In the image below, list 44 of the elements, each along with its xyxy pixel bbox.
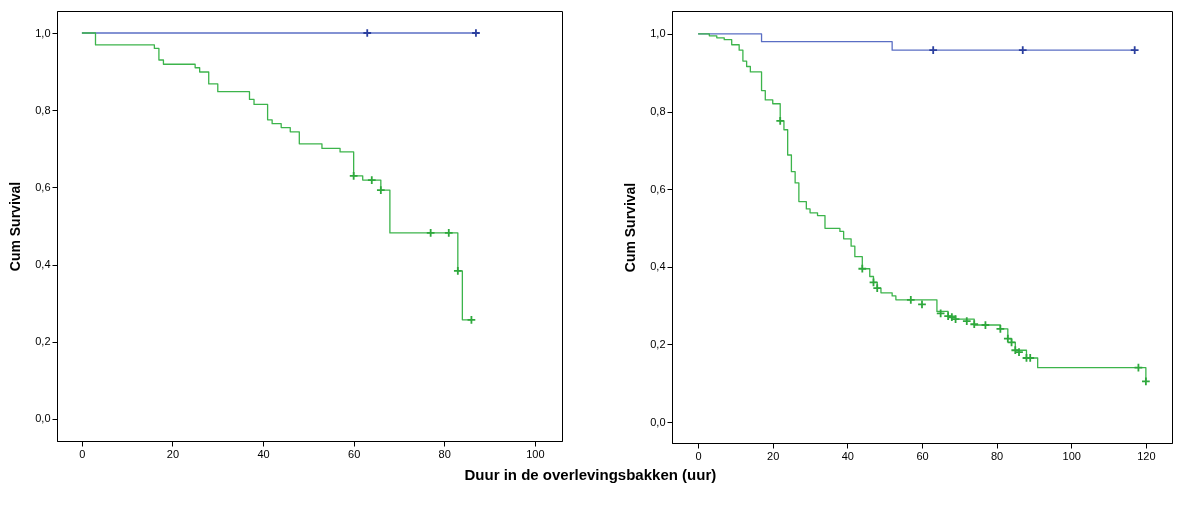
point bbox=[362, 28, 373, 38]
y-tick-label: 0,4 bbox=[650, 260, 666, 273]
y-tick-label: 0,8 bbox=[35, 103, 51, 116]
y-tick-label: 1,0 bbox=[35, 26, 51, 39]
x-tick-label: 20 bbox=[767, 449, 780, 462]
x-tick-label: 60 bbox=[916, 449, 929, 462]
point bbox=[376, 185, 386, 195]
point bbox=[928, 45, 938, 55]
y-axis-title: Cum Survival bbox=[622, 182, 639, 273]
x-tick-label: 0 bbox=[695, 449, 702, 462]
x-tick-label: 100 bbox=[1062, 449, 1081, 462]
x-tick-label: 100 bbox=[526, 447, 545, 460]
point bbox=[348, 171, 359, 181]
point bbox=[444, 228, 454, 238]
x-tick-label: 80 bbox=[991, 449, 1004, 462]
x-tick-label: 0 bbox=[79, 447, 86, 460]
x-tick-label: 80 bbox=[438, 447, 451, 460]
y-tick-label: 0,0 bbox=[650, 415, 666, 428]
point bbox=[857, 263, 868, 274]
y-tick-label: 1,0 bbox=[650, 27, 666, 40]
point bbox=[425, 228, 436, 238]
x-tick-label: 120 bbox=[1137, 449, 1156, 462]
point bbox=[453, 266, 463, 276]
x-tick-label: 20 bbox=[166, 447, 180, 460]
y-tick-label: 0,0 bbox=[35, 412, 51, 425]
y-tick-label: 0,2 bbox=[650, 337, 666, 350]
point bbox=[1129, 45, 1140, 55]
point bbox=[367, 175, 377, 185]
y-tick-label: 0,6 bbox=[35, 180, 51, 193]
point bbox=[471, 28, 481, 38]
x-tick-label: 40 bbox=[841, 449, 854, 462]
point bbox=[995, 324, 1006, 334]
x-tick-label: 40 bbox=[257, 447, 270, 460]
point bbox=[1017, 45, 1028, 55]
x-axis-title: Duur in de overlevingsbakken (uur) bbox=[464, 465, 717, 483]
point bbox=[1141, 376, 1151, 387]
point bbox=[906, 295, 916, 305]
x-tick-label: 60 bbox=[348, 447, 361, 460]
y-tick-label: 0,8 bbox=[650, 105, 666, 118]
y-tick-label: 0,2 bbox=[35, 335, 51, 348]
y-tick-label: 0,6 bbox=[650, 182, 666, 195]
y-axis-title: Cum Survival bbox=[7, 181, 24, 272]
y-tick-label: 0,4 bbox=[35, 258, 51, 271]
point bbox=[775, 116, 785, 126]
